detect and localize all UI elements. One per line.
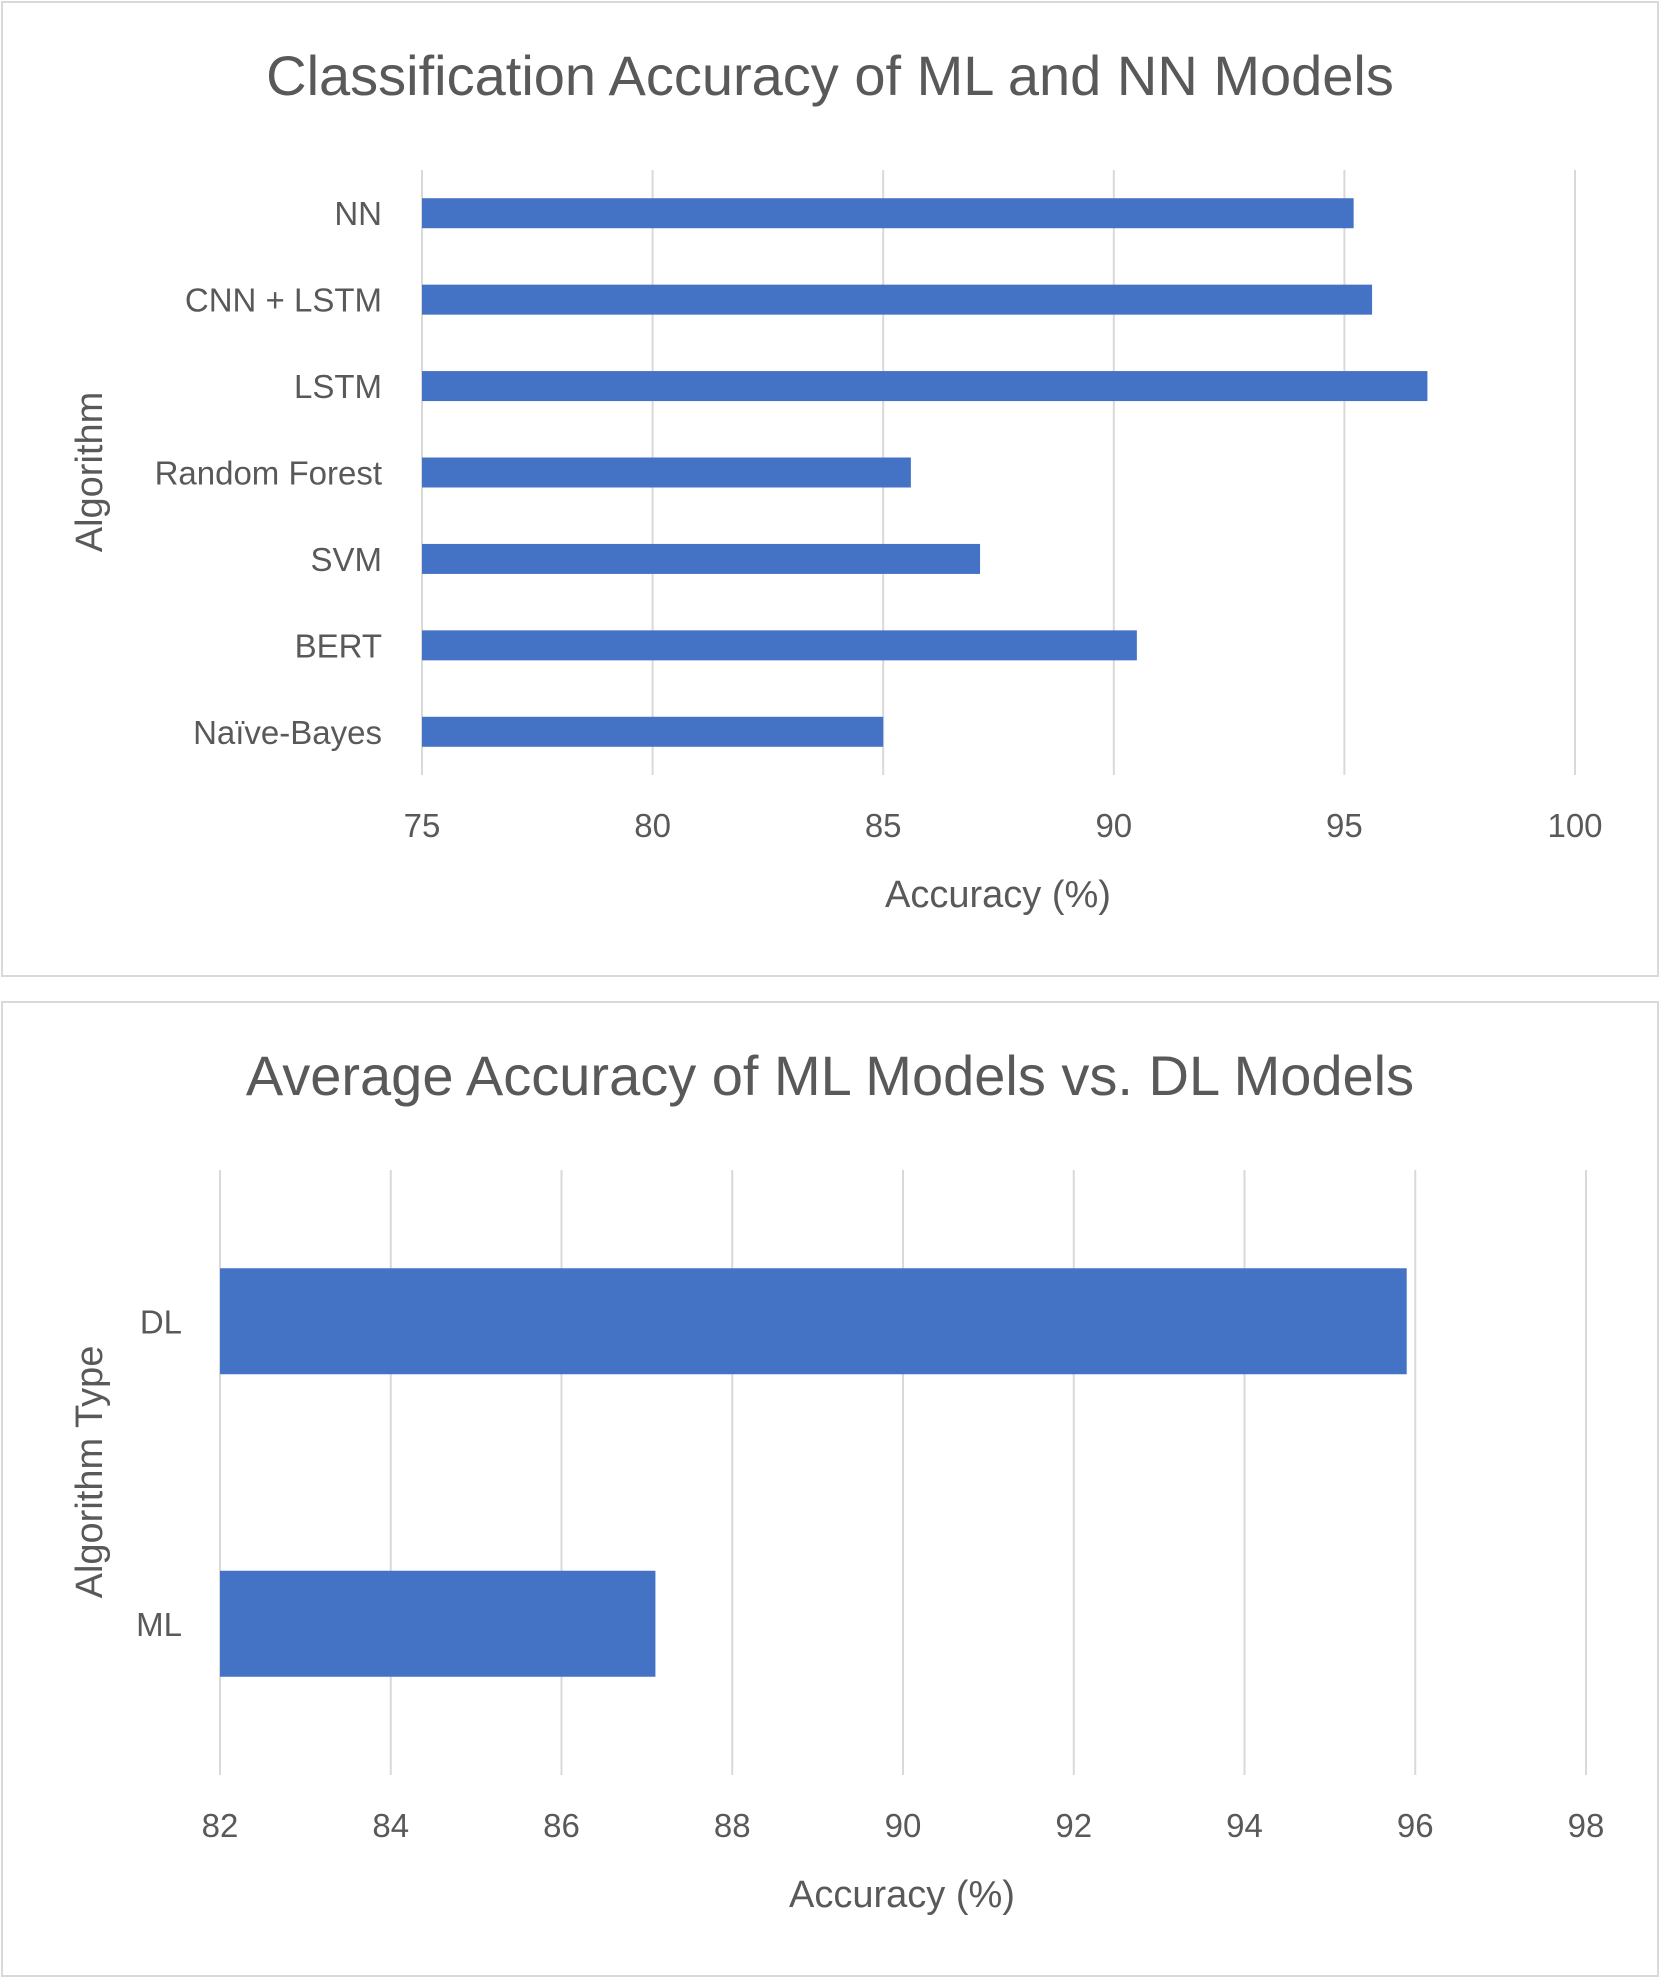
x-tick-label: 82 xyxy=(202,1807,239,1844)
chart-2-y-axis-label: Algorithm Type xyxy=(69,1346,111,1599)
bar xyxy=(422,371,1428,402)
chart-2: Average Accuracy of ML Models vs. DL Mod… xyxy=(1,1001,1659,1977)
chart-1-frame xyxy=(1,1,1659,977)
chart-1-gridlines xyxy=(421,170,1576,775)
chart-1-bars xyxy=(422,198,1428,747)
x-tick-label: 86 xyxy=(543,1807,580,1844)
bar xyxy=(422,630,1137,661)
chart-1-x-axis-label: Accuracy (%) xyxy=(885,874,1111,916)
x-tick-label: 94 xyxy=(1226,1807,1263,1844)
bar xyxy=(422,716,884,747)
category-label: DL xyxy=(140,1303,182,1340)
x-tick-label: 84 xyxy=(372,1807,409,1844)
chart-2-tick-labels: 82 84 86 88 90 92 94 96 98 xyxy=(202,1807,1605,1844)
chart-2-x-axis-label: Accuracy (%) xyxy=(789,1874,1015,1916)
x-tick-label: 90 xyxy=(1095,807,1132,844)
x-tick-label: 75 xyxy=(404,807,441,844)
bar xyxy=(422,284,1373,315)
bar xyxy=(220,1570,656,1677)
bar xyxy=(422,543,981,574)
chart-1-title: Classification Accuracy of ML and NN Mod… xyxy=(266,44,1394,107)
category-label: SVM xyxy=(310,541,382,578)
bar xyxy=(422,198,1354,229)
chart-2-bars xyxy=(220,1268,1407,1677)
chart-1-category-labels: NN CNN + LSTM LSTM Random Forest SVM BERT Naïv… xyxy=(155,195,382,751)
chart-2-title: Average Accuracy of ML Models vs. DL Mod… xyxy=(246,1044,1414,1107)
chart-1-tick-labels: 75 80 85 90 95 100 xyxy=(404,807,1603,844)
chart-1: Classification Accuracy of ML and NN Mod… xyxy=(1,1,1659,977)
category-label: CNN + LSTM xyxy=(185,282,382,319)
category-label: ML xyxy=(136,1606,182,1643)
bar xyxy=(422,457,911,488)
x-tick-label: 90 xyxy=(885,1807,922,1844)
x-tick-label: 92 xyxy=(1055,1807,1092,1844)
category-label: BERT xyxy=(295,627,382,664)
category-label: LSTM xyxy=(294,368,382,405)
x-tick-label: 96 xyxy=(1397,1807,1434,1844)
category-label: NN xyxy=(334,195,382,232)
x-tick-label: 80 xyxy=(634,807,671,844)
x-tick-label: 100 xyxy=(1547,807,1602,844)
x-tick-label: 85 xyxy=(865,807,902,844)
x-tick-label: 98 xyxy=(1568,1807,1605,1844)
category-label: Random Forest xyxy=(155,455,382,492)
category-label: Naïve-Bayes xyxy=(193,714,382,751)
x-tick-label: 88 xyxy=(714,1807,751,1844)
bar xyxy=(220,1268,1407,1375)
chart-2-category-labels: DL ML xyxy=(136,1303,182,1643)
x-tick-label: 95 xyxy=(1326,807,1363,844)
chart-1-y-axis-label: Algorithm xyxy=(69,392,111,553)
chart-2-frame xyxy=(1,1001,1659,1977)
